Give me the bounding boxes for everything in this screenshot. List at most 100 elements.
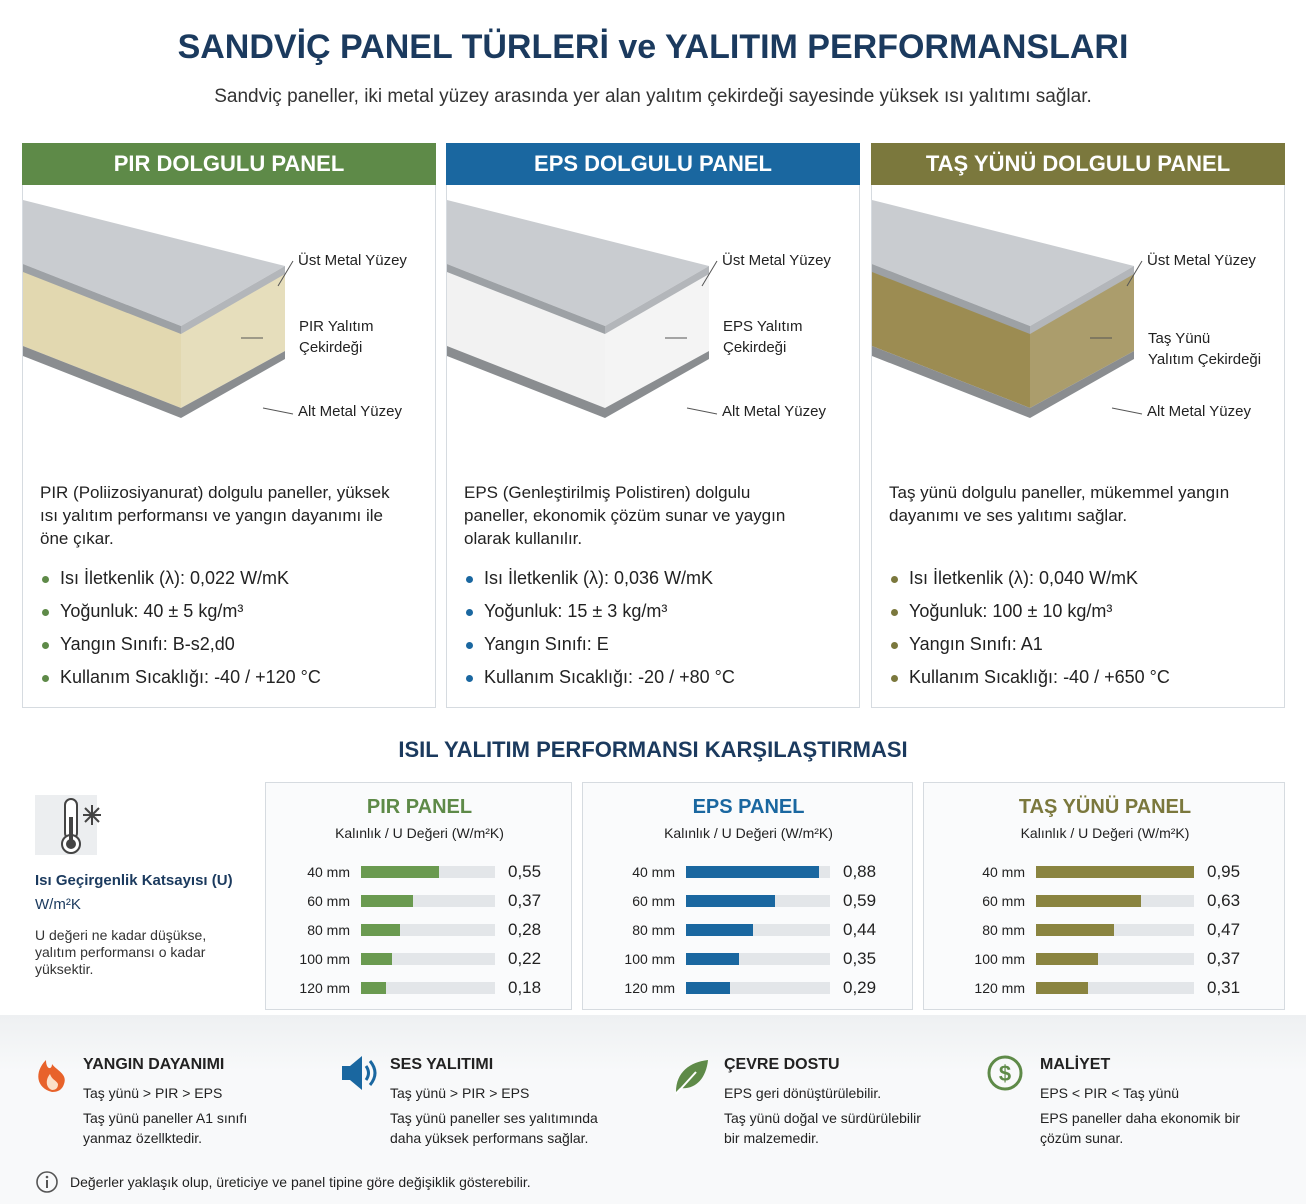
bullet-dot (466, 675, 473, 682)
bullet-dot (466, 609, 473, 616)
bullet-dot (466, 576, 473, 583)
description: Taş yünü dolgulu paneller, mükemmel yang… (889, 483, 1230, 525)
value-label: 0,47 (1207, 920, 1241, 939)
bullet-text: Kullanım Sıcaklığı: -40 / +120 °C (60, 667, 321, 687)
bar (361, 982, 387, 994)
value-label: 0,31 (1207, 978, 1241, 997)
core-label: PIR Yalıtım (299, 318, 374, 335)
leader-line (1111, 407, 1143, 415)
core-label: Çekirdeği (723, 339, 787, 356)
row-label: 40 mm (982, 864, 1025, 880)
bar (1036, 866, 1194, 878)
feature-text: EPS paneller daha ekonomik bir çözüm sun… (1040, 1110, 1241, 1146)
core-label: Çekirdeği (299, 339, 363, 356)
core-label: EPS Yalıtım (723, 318, 803, 335)
core-front (447, 268, 605, 408)
bar (686, 895, 776, 907)
leader-line (262, 407, 294, 415)
bar-track (361, 953, 495, 965)
value-label: 0,63 (1207, 891, 1241, 910)
bullet-dot (42, 576, 49, 583)
panel-card: EPS DOLGULU PANEL Üst Metal Yüzey EPS Yalı… (446, 143, 860, 708)
bullet-text: Kullanım Sıcaklığı: -40 / +650 °C (909, 667, 1170, 687)
bottom-metal (23, 346, 285, 418)
feature-title: MALİYET (1040, 1056, 1111, 1073)
value-label: 0,95 (1207, 862, 1241, 881)
bar-track (361, 982, 495, 994)
bullet-text: Yoğunluk: 100 ± 10 kg/m³ (909, 601, 1113, 621)
bottom-label: Alt Metal Yüzey (722, 403, 826, 420)
core-front (872, 268, 1030, 408)
value-label: 0,44 (843, 920, 877, 939)
bar (1036, 924, 1115, 936)
bullet-text: Isı İletkenlik (λ): 0,040 W/mK (909, 568, 1139, 588)
chart-subtitle: Kalınlık / U Değeri (W/m²K) (1020, 825, 1190, 841)
bar (686, 953, 740, 965)
value-label: 0,59 (843, 891, 877, 910)
bottom-label: Alt Metal Yüzey (1147, 403, 1251, 420)
bullet-dot (891, 576, 898, 583)
bottom-metal (447, 346, 709, 418)
value-label: 0,55 (508, 862, 542, 881)
row-label: 100 mm (299, 951, 350, 967)
bar (686, 982, 730, 994)
feature-text: Taş yünü doğal ve sürdürülebilir bir mal… (724, 1110, 921, 1146)
chart-title: TAŞ YÜNÜ PANEL (1018, 796, 1192, 818)
panel-illustration (447, 200, 718, 418)
top-edge-side (605, 266, 709, 334)
top-label: Üst Metal Yüzey (722, 252, 831, 269)
bar (361, 895, 414, 907)
info-icon (36, 1171, 58, 1193)
bullet-text: Yoğunluk: 15 ± 3 kg/m³ (484, 601, 668, 621)
bullet-dot (42, 642, 49, 649)
leader-line (701, 260, 718, 287)
feature-title: YANGIN DAYANIMI (83, 1056, 225, 1073)
feature-title: SES YALITIMI (390, 1056, 494, 1073)
panel-card: PIR DOLGULU PANEL Üst Metal Yüzey PIR Yalı… (22, 143, 436, 708)
top-edge-side (1030, 266, 1134, 334)
panel-card: TAŞ YÜNÜ DOLGULU PANEL Üst Metal Yüzey Taş… (871, 143, 1285, 708)
value-label: 0,18 (508, 978, 542, 997)
row-label: 40 mm (307, 864, 350, 880)
chart-box: EPS PANEL Kalınlık / U Değeri (W/m²K) 40 m… (582, 782, 913, 1010)
legend-unit: W/m²K (35, 896, 81, 913)
value-label: 0,37 (508, 891, 542, 910)
bullet-dot (42, 609, 49, 616)
row-label: 120 mm (299, 980, 350, 996)
panel-illustration (872, 200, 1143, 418)
bar (686, 924, 753, 936)
description: EPS (Genleştirilmiş Polistiren) dolgulu … (464, 483, 786, 548)
bottom-metal (872, 346, 1134, 418)
feature-ranking: EPS < PIR < Taş yünü (1040, 1085, 1180, 1101)
panel-title: TAŞ YÜNÜ DOLGULU PANEL (871, 143, 1285, 185)
bullet-text: Isı İletkenlik (λ): 0,022 W/mK (60, 568, 290, 588)
feature-band (0, 1015, 1306, 1204)
feature-ranking: Taş yünü > PIR > EPS (390, 1085, 530, 1101)
row-label: 120 mm (974, 980, 1025, 996)
row-label: 40 mm (632, 864, 675, 880)
row-label: 100 mm (974, 951, 1025, 967)
leader-line (686, 407, 718, 415)
core-label: Taş Yünü (1148, 330, 1211, 347)
bullet-dot (42, 675, 49, 682)
bullet-dot (466, 642, 473, 649)
bar (1036, 895, 1141, 907)
bar (361, 924, 401, 936)
value-label: 0,35 (843, 949, 877, 968)
footnote: Değerler yaklaşık olup, üreticiye ve pan… (70, 1174, 531, 1190)
row-label: 60 mm (307, 893, 350, 909)
value-label: 0,29 (843, 978, 877, 997)
title: SANDVİÇ PANEL TÜRLERİ ve YALITIM PERFORM… (177, 28, 1129, 66)
leader-line (1126, 260, 1143, 287)
chart-box: PIR PANEL Kalınlık / U Değeri (W/m²K) 40 m… (265, 782, 572, 1010)
bar (361, 953, 393, 965)
top-metal (23, 200, 285, 326)
top-edge (23, 264, 181, 334)
feature-text: Taş yünü paneller ses yalıtımında daha y… (390, 1110, 598, 1146)
chart-title: EPS PANEL (692, 796, 805, 818)
chart-subtitle: Kalınlık / U Değeri (W/m²K) (664, 825, 833, 841)
leader-line (277, 260, 294, 287)
row-label: 120 mm (624, 980, 675, 996)
bullet-dot (891, 642, 898, 649)
panel-illustration (23, 200, 294, 418)
